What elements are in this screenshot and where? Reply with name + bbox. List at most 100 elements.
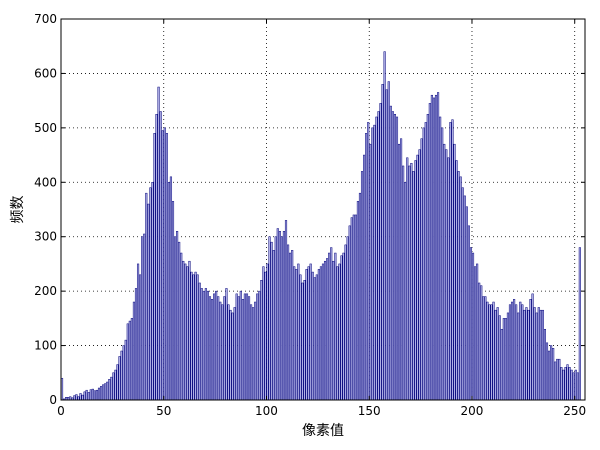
histogram-bar (221, 304, 224, 401)
histogram-bar (326, 258, 329, 401)
histogram-bar (395, 116, 399, 401)
y-tick-label: 100 (34, 339, 57, 353)
histogram-bar (418, 149, 421, 401)
histogram-bar (219, 301, 222, 401)
histogram-bar (506, 312, 510, 401)
histogram-bar (153, 133, 156, 401)
histogram-bar (258, 290, 261, 401)
histogram-bar (270, 241, 273, 401)
histogram-bar (465, 206, 468, 401)
y-tick-label: 400 (34, 175, 57, 189)
histogram-bar (334, 252, 337, 401)
histogram-bar (457, 171, 460, 401)
x-tick-label: 200 (461, 404, 484, 418)
histogram-bar (114, 369, 117, 401)
histogram-bar (356, 201, 359, 401)
histogram-bar (116, 364, 119, 401)
histogram-bar (307, 266, 310, 401)
histogram-bar (338, 263, 341, 401)
histogram-bar (278, 231, 281, 401)
histogram-bar (200, 288, 203, 401)
histogram-bar (393, 114, 396, 401)
histogram-bar (367, 122, 370, 401)
histogram-bar (467, 225, 470, 401)
histogram-bar (208, 296, 212, 401)
histogram-bar (371, 127, 374, 401)
histogram-bar (223, 296, 226, 401)
histogram-bar (523, 309, 526, 401)
histogram-bar (480, 285, 483, 401)
histogram-bar (321, 263, 325, 401)
histogram-bar (130, 318, 133, 401)
histogram-bar (426, 114, 429, 401)
histogram-bar (332, 260, 335, 401)
histogram-bar (254, 301, 257, 401)
histogram-bar (486, 301, 489, 401)
histogram-bar (391, 111, 394, 401)
histogram-bar (186, 266, 189, 401)
histogram-bar (432, 97, 436, 401)
histogram-bar (389, 105, 392, 401)
histogram-bar (274, 236, 277, 401)
histogram-bar (128, 320, 131, 401)
histogram-bar (539, 309, 542, 401)
axis-tick-labels: 0 50 100 150 200 250 0 100 200 300 400 500 600 700 (34, 12, 586, 418)
histogram-bar (122, 345, 125, 401)
histogram-bar (229, 309, 232, 401)
histogram-bar (97, 387, 101, 401)
histogram-bar (482, 296, 485, 401)
histogram-bar (120, 350, 123, 401)
histogram-bar (299, 274, 302, 401)
histogram-bar (504, 318, 507, 401)
histogram-bar (289, 252, 292, 401)
histogram-bar (245, 293, 249, 401)
histogram-bar (75, 394, 78, 401)
histogram-bar (476, 263, 479, 401)
x-axis-title: 像素值 (302, 423, 344, 439)
histogram-bar (537, 307, 540, 401)
histogram-bar (252, 307, 255, 401)
histogram-bar (303, 280, 306, 401)
histogram-bar (147, 203, 150, 401)
histogram-bar (159, 111, 162, 401)
histogram-bar (243, 293, 246, 401)
histogram-bar (459, 176, 462, 401)
histogram-bar (363, 154, 366, 401)
histogram-bar (488, 304, 491, 401)
histogram-bar (519, 301, 522, 401)
histogram-bar (180, 252, 183, 401)
histogram-bar (552, 348, 555, 401)
histogram-bar (414, 160, 417, 401)
histogram-bar (484, 296, 487, 401)
histogram-bar (379, 103, 382, 401)
histogram-bar (315, 274, 318, 401)
histogram-bar (136, 263, 140, 401)
histogram-bar (264, 271, 267, 401)
histogram-bar (165, 133, 168, 401)
x-tick-label: 50 (156, 404, 171, 418)
histogram-bar (449, 122, 452, 401)
histogram-bar (340, 255, 343, 401)
histogram-bar (410, 162, 413, 401)
histogram-bar (87, 392, 90, 401)
histogram-bar (167, 182, 170, 401)
histogram-bar (473, 266, 477, 401)
histogram-bar (206, 290, 209, 401)
histogram-bar (192, 274, 195, 401)
histogram-bar (280, 236, 283, 401)
histogram-bar (250, 304, 253, 401)
histogram-bar (100, 386, 103, 401)
histogram-bar (276, 228, 279, 401)
y-axis-title: 频数 (10, 196, 26, 224)
histogram-bar (471, 252, 475, 401)
histogram-bar (502, 318, 505, 401)
histogram-bar (330, 247, 333, 401)
histogram-bar (272, 250, 275, 401)
histogram-bar (104, 383, 107, 401)
histogram-bar (262, 266, 265, 401)
histogram-bar (406, 157, 409, 401)
histogram-bar (91, 388, 94, 401)
histogram-bar (494, 309, 497, 401)
histogram-bar (176, 231, 179, 401)
